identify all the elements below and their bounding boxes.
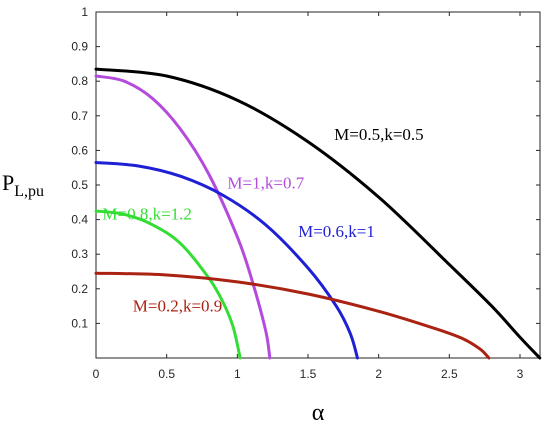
x-tick-label: 3 (517, 367, 524, 381)
y-tick-label: 0.3 (71, 247, 88, 261)
series-label-4: M=0.8,k=1.2 (102, 205, 192, 224)
y-axis-label: PL,pu (2, 170, 44, 200)
plot-area (95, 11, 541, 359)
series-line-2 (94, 74, 272, 360)
series-label-1: M=0.5,k=0.5 (334, 125, 424, 144)
y-tick-label: 0.2 (71, 282, 88, 296)
x-tick-label: 1.5 (300, 367, 317, 381)
series-line-5 (94, 271, 491, 360)
x-axis-ticks: 0 0.5 1 1.5 2 2.5 3 (93, 12, 524, 381)
y-axis-ticks: 0.1 0.2 0.3 0.4 0.5 0.6 0.7 0.8 0.9 1 (71, 5, 540, 330)
series-line-4 (94, 209, 242, 360)
y-axis-label-main: P (2, 170, 14, 195)
x-tick-label: 0 (93, 367, 100, 381)
y-tick-label: 1 (81, 5, 88, 19)
y-tick-label: 0.9 (71, 40, 88, 54)
x-tick-label: 2 (375, 367, 382, 381)
y-tick-label: 0.4 (71, 213, 88, 227)
y-tick-label: 0.7 (71, 109, 88, 123)
y-tick-label: 0.6 (71, 143, 88, 157)
y-tick-label: 0.1 (71, 316, 88, 330)
x-tick-label: 1 (234, 367, 241, 381)
series-label-3: M=0.6,k=1 (298, 222, 375, 241)
series-line-3 (94, 161, 359, 360)
series-lines (94, 67, 542, 360)
series-label-5: M=0.2,k=0.9 (133, 296, 223, 315)
y-axis-label-sub: L,pu (14, 183, 44, 200)
series-annotations: M=0.5,k=0.5 M=1,k=0.7 M=0.6,k=1 M=0.8,k=1.2… (102, 125, 423, 315)
x-tick-label: 0.5 (158, 367, 175, 381)
x-tick-label: 2.5 (441, 367, 458, 381)
y-tick-label: 0.8 (71, 74, 88, 88)
y-tick-label: 0.5 (71, 178, 88, 192)
series-line-1 (94, 67, 542, 360)
x-axis-label: α (312, 400, 325, 426)
series-label-2: M=1,k=0.7 (227, 173, 304, 192)
